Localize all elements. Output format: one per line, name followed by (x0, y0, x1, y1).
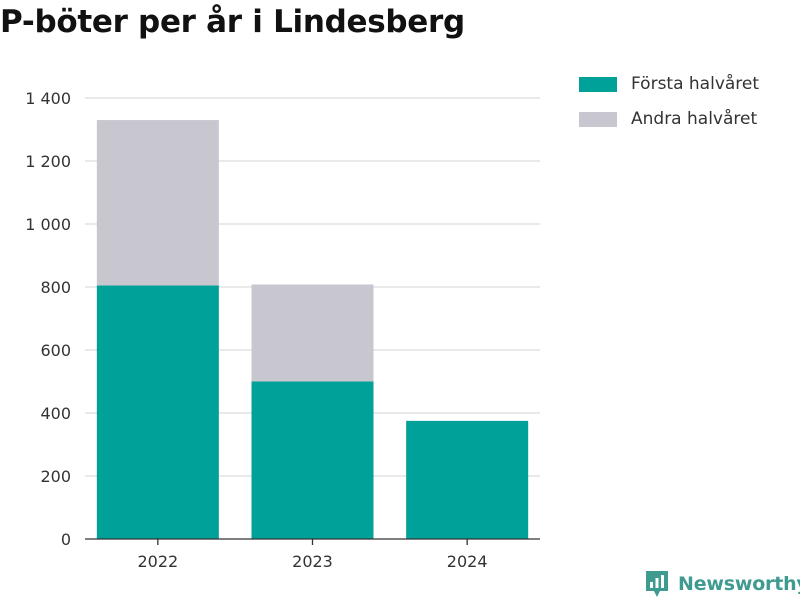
y-tick-label-2: 400 (40, 404, 71, 423)
y-tick-label-7: 1 400 (25, 89, 71, 108)
x-tick-label-2024: 2024 (447, 552, 488, 571)
bar-2023-andra-halvaret[interactable] (251, 284, 374, 382)
bar-2024-forsta-halvaret[interactable] (406, 420, 529, 539)
bar-2023-forsta-halvaret[interactable] (251, 381, 374, 540)
y-tick-label-4: 800 (40, 278, 71, 297)
y-tick-label-0: 0 (61, 530, 71, 549)
legend-label-forsta-halvaret: Första halvåret (631, 74, 760, 94)
legend-item-forsta-halvaret[interactable]: Första halvåret (579, 72, 759, 96)
y-tick-label-5: 1 000 (25, 215, 71, 234)
y-tick-label-1: 200 (40, 467, 71, 486)
bar-2022-forsta-halvaret[interactable] (96, 285, 219, 539)
x-tick-label-2022: 2022 (137, 552, 178, 571)
legend: Första halvåret Andra halvåret (579, 72, 759, 142)
x-tick-label-2023: 2023 (292, 552, 333, 571)
brand-logo: Newsworthy (644, 569, 800, 599)
brand-name: Newsworthy (678, 573, 800, 595)
x-axis-ticks: 2022 2023 2024 (137, 539, 488, 571)
chart-title: P-böter per år i Lindesberg (0, 4, 465, 40)
legend-swatch-andra-halvaret (579, 111, 617, 127)
y-tick-label-3: 600 (40, 341, 71, 360)
y-tick-label-6: 1 200 (25, 152, 71, 171)
bars (96, 120, 529, 540)
newsworthy-logo-icon (646, 571, 668, 597)
legend-swatch-forsta-halvaret (579, 76, 617, 92)
legend-label-andra-halvaret: Andra halvåret (631, 109, 758, 129)
legend-item-andra-halvaret[interactable]: Andra halvåret (579, 107, 759, 131)
y-axis-ticks: 0 200 400 600 800 1 000 1 200 1 400 (25, 89, 71, 549)
bar-2022-andra-halvaret[interactable] (96, 120, 219, 286)
